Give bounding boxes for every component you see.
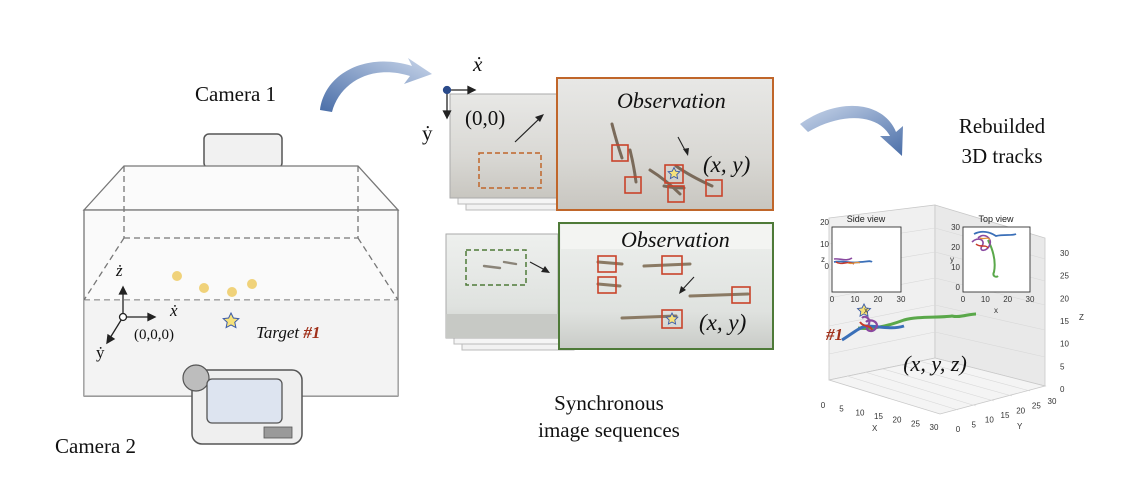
arrow-camera-to-images: [320, 58, 432, 112]
world-axis-x: ẋ: [169, 301, 178, 320]
target-label: Target #1: [256, 323, 320, 342]
roi-box: [465, 249, 527, 286]
target-star-icon: [222, 311, 240, 329]
y-tick-label: 25: [1032, 402, 1041, 411]
side-view-x-tick: 0: [830, 295, 835, 304]
top-view-y-tick: 30: [951, 223, 960, 232]
roi-box: [478, 152, 542, 189]
camera-2-icon: [182, 364, 303, 445]
target-star-icon: [665, 311, 679, 325]
axis-z-label: Z: [1079, 313, 1084, 322]
sync-label-line2: image sequences: [538, 418, 680, 442]
top-view-x-tick: 10: [981, 295, 990, 304]
fish-dot: [172, 271, 182, 281]
observation-window-top: [556, 77, 774, 211]
z-tick-label: 20: [1060, 294, 1069, 303]
z-tick-label: 25: [1060, 272, 1069, 281]
target-star-icon: [856, 302, 872, 317]
coord-2d-bottom: (x, y): [699, 310, 746, 335]
world-origin-label: (0,0,0): [134, 327, 174, 343]
side-view-x-tick: 30: [897, 295, 906, 304]
arrow-images-to-tracks: [800, 105, 903, 156]
coord-3d: (x, y, z): [903, 351, 967, 376]
top-view-x-tick: 0: [961, 295, 966, 304]
y-tick-label: 5: [971, 420, 976, 429]
coord-2d-top: (x, y): [703, 152, 750, 177]
side-view-inset: [831, 226, 902, 293]
axis-y-label: Y: [1017, 422, 1023, 431]
y-tick-label: 0: [956, 425, 961, 434]
axis-x-label: X: [872, 424, 878, 433]
top-view-y-tick: 10: [951, 263, 960, 272]
side-view-y-tick: 20: [820, 218, 829, 227]
observation-label-bottom: Observation: [621, 227, 730, 252]
x-tick-label: 20: [893, 416, 902, 425]
tank-diagram: [82, 133, 400, 445]
world-axis-y: ẏ: [96, 343, 105, 362]
image-sequence-bottom: [445, 222, 774, 351]
fish-dot: [199, 283, 209, 293]
top-view-x-tick: 30: [1026, 295, 1035, 304]
y-tick-label: 20: [1016, 406, 1025, 415]
side-view-x-tick: 10: [851, 295, 860, 304]
top-view-x-tick: 20: [1003, 295, 1012, 304]
image-axis-x: ẋ: [472, 52, 483, 76]
world-axes: [106, 285, 157, 345]
x-tick-label: 5: [839, 405, 844, 414]
top-view-inset: [962, 226, 1031, 293]
x-tick-label: 25: [911, 419, 920, 428]
target-star-icon: [667, 166, 681, 180]
side-view-xlabel: x: [864, 306, 868, 315]
rebuild-label-line1: Rebuilded: [959, 114, 1046, 138]
top-view-y-tick: 20: [951, 243, 960, 252]
camera-1-label: Camera 1: [195, 82, 276, 106]
y-tick-label: 30: [1048, 397, 1057, 406]
image-origin-label: (0,0): [465, 106, 505, 130]
top-view-title: Top view: [978, 214, 1014, 224]
z-tick-label: 5: [1060, 362, 1065, 371]
fish-dot: [247, 279, 257, 289]
x-tick-label: 30: [930, 423, 939, 432]
observation-label-top: Observation: [617, 88, 726, 113]
x-tick-label: 0: [821, 401, 826, 410]
image-sequence-top: [442, 77, 774, 211]
world-axis-z: ż: [115, 261, 123, 280]
y-tick-label: 15: [1001, 411, 1010, 420]
x-tick-label: 15: [874, 412, 883, 421]
tank-outline: [82, 165, 400, 397]
image-axis-y: ẏ: [422, 121, 433, 145]
side-view-ylabel: z: [821, 255, 825, 264]
sync-label-line1: Synchronous: [554, 391, 664, 415]
track-target-id: #1: [825, 325, 843, 344]
z-tick-label: 10: [1060, 340, 1069, 349]
z-tick-label: 15: [1060, 317, 1069, 326]
side-view-y-tick: 10: [820, 240, 829, 249]
y-tick-label: 10: [985, 416, 994, 425]
side-view-title: Side view: [847, 214, 886, 224]
side-view-x-tick: 20: [874, 295, 883, 304]
side-view-y-tick: 0: [825, 262, 830, 271]
z-tick-label: 30: [1060, 249, 1069, 258]
top-view-ylabel: y: [950, 255, 954, 264]
rebuild-label-line2: 3D tracks: [961, 144, 1042, 168]
z-tick-label: 0: [1060, 385, 1065, 394]
top-view-xlabel: x: [994, 306, 998, 315]
fish-dot: [227, 287, 237, 297]
x-tick-label: 10: [856, 408, 865, 417]
camera-2-label: Camera 2: [55, 434, 136, 458]
top-view-y-tick: 0: [956, 283, 961, 292]
